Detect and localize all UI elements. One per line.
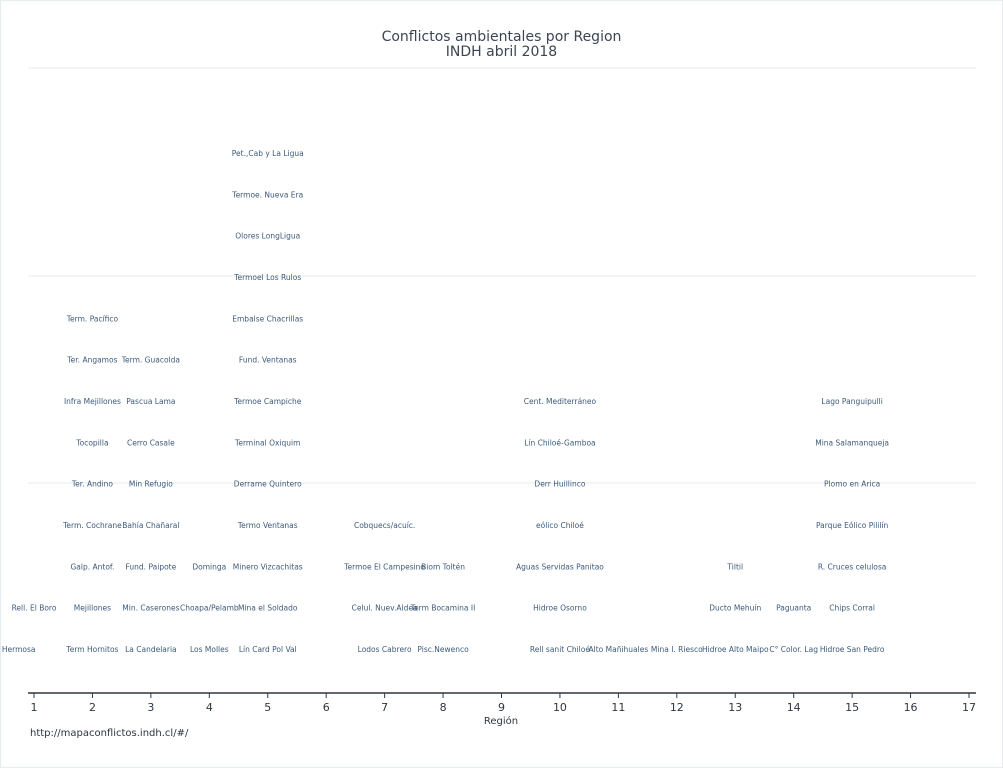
- point-label: Lodos Cabrero: [358, 645, 412, 654]
- x-axis-label: Región: [484, 715, 518, 727]
- point-label: La Candelaria: [125, 645, 177, 654]
- point-label: Parque Eólico Pililín: [816, 521, 889, 530]
- point-label: Derr Huillinco: [534, 480, 585, 489]
- point-label: Dominga: [192, 562, 226, 571]
- x-tick-label-17: 17: [962, 701, 976, 714]
- point-label: eólico Chiloé: [536, 521, 584, 530]
- point-label: Pampa Hermosa: [1, 645, 36, 654]
- x-tick-label-2: 2: [89, 701, 96, 714]
- point-label: Ter. Andino: [71, 480, 114, 489]
- point-label: Lago Panguipulli: [821, 397, 882, 406]
- point-label: Termoel Los Rulos: [233, 273, 301, 282]
- point-label: Mejillones: [74, 604, 111, 613]
- point-label: Mina el Soldado: [238, 604, 298, 613]
- point-label: Chips Corral: [829, 604, 875, 613]
- point-label: Hidroe San Pedro: [820, 645, 885, 654]
- x-tick-label-13: 13: [728, 701, 742, 714]
- point-label: Ter. Angamos: [66, 356, 117, 365]
- point-label: Pisc.Newenco: [417, 645, 469, 654]
- point-label: Termo Ventanas: [237, 521, 298, 530]
- point-label: Galp. Antof.: [70, 562, 114, 571]
- point-label: Term. Guacolda: [121, 356, 180, 365]
- x-tick-label-6: 6: [323, 701, 330, 714]
- point-label: Infra Mejillones: [64, 397, 121, 406]
- point-label: Term. Cochrane: [62, 521, 122, 530]
- point-label: Aguas Servidas Panitao: [516, 562, 604, 571]
- x-tick-label-16: 16: [904, 701, 918, 714]
- point-label: Biom Toltén: [421, 562, 465, 571]
- x-tick-label-5: 5: [264, 701, 271, 714]
- point-label: Rell. El Boro: [12, 604, 57, 613]
- point-label: Fund. Ventanas: [239, 356, 297, 365]
- x-tick-label-8: 8: [440, 701, 447, 714]
- x-tick-label-3: 3: [147, 701, 154, 714]
- chart-subtitle: INDH abril 2018: [445, 44, 558, 60]
- point-label: Choapa/Pelamb: [180, 604, 239, 613]
- point-label: R. Cruces celulosa: [818, 562, 887, 571]
- point-label: Term Bocamina II: [410, 604, 476, 613]
- x-tick-label-1: 1: [31, 701, 38, 714]
- chart-title: Conflictos ambientales por Region: [381, 29, 622, 45]
- point-label: Fund. Paipote: [126, 562, 177, 571]
- point-label: Termoe El Campesino: [343, 562, 425, 571]
- point-label: Min. Caserones: [122, 604, 179, 613]
- point-label: Pet.,Cab y La Ligua: [232, 149, 304, 158]
- point-label: Term. Pacífico: [66, 314, 119, 323]
- x-tick-label-10: 10: [553, 701, 567, 714]
- point-label: Hidroe Alto Maipo: [702, 645, 769, 654]
- point-label: Termoe Campiche: [233, 397, 302, 406]
- point-label: Minero Vizcachitas: [233, 562, 303, 571]
- point-label: Mina I. Riesco: [651, 645, 703, 654]
- point-label: Ducto Mehuín: [709, 604, 761, 613]
- point-label: Plomo en Arica: [824, 480, 880, 489]
- point-label: Cent. Mediterráneo: [524, 397, 597, 406]
- point-label: Mina Salamanqueja: [815, 438, 889, 447]
- point-label: Rell sanit Chiloé: [530, 645, 590, 654]
- point-label: Min Refugio: [129, 480, 173, 489]
- point-label: Tiltil: [726, 562, 743, 571]
- point-label: Olores LongLigua: [235, 232, 300, 241]
- point-label: Derrame Quintero: [234, 480, 302, 489]
- point-label: Embalse Chacrillas: [232, 314, 303, 323]
- x-tick-label-15: 15: [845, 701, 859, 714]
- x-tick-label-14: 14: [787, 701, 801, 714]
- point-label: Los Molles: [190, 645, 229, 654]
- x-tick-label-12: 12: [670, 701, 684, 714]
- point-label: Lín Card Pol Val: [239, 645, 297, 654]
- point-label: Paguanta: [776, 604, 811, 613]
- point-label: Tocopilla: [75, 438, 108, 447]
- point-label: Pascua Lama: [126, 397, 175, 406]
- point-label: Alto Mañihuales: [589, 645, 649, 654]
- x-tick-label-11: 11: [611, 701, 625, 714]
- source-url[interactable]: http://mapaconflictos.indh.cl/#/: [30, 728, 189, 739]
- point-label: Cerro Casale: [127, 438, 175, 447]
- point-label: C° Color. Lag: [769, 645, 818, 654]
- point-label: Bahía Chañaral: [122, 521, 179, 530]
- point-label: Cobquecs/acuíc.: [354, 521, 415, 530]
- x-tick-label-4: 4: [206, 701, 213, 714]
- x-tick-label-9: 9: [498, 701, 505, 714]
- point-label: Hidroe Osorno: [533, 604, 587, 613]
- point-label: Celul. Nuev.Aldea: [352, 604, 418, 613]
- x-tick-label-7: 7: [381, 701, 388, 714]
- point-label: Lín Chiloé-Gamboa: [524, 438, 595, 447]
- point-label: Termoe. Nueva Era: [231, 190, 303, 199]
- point-label: Terminal Oxiquim: [234, 438, 300, 447]
- point-label: Term Hornitos: [65, 645, 118, 654]
